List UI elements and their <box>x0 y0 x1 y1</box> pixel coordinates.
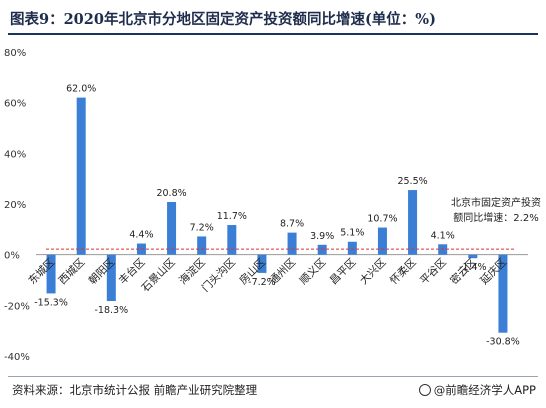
bar <box>468 254 478 259</box>
value-label: 62.0% <box>66 84 96 95</box>
bar <box>287 232 297 255</box>
value-label: -7.2% <box>248 277 276 288</box>
value-label: 25.5% <box>397 176 427 187</box>
bar <box>498 254 508 333</box>
bar <box>347 241 357 255</box>
value-label: 3.9% <box>310 231 334 242</box>
chart-title: 图表9：2020年北京市分地区固定资产投资额同比增速(单位：%) <box>10 11 436 28</box>
value-label: 4.4% <box>129 230 153 241</box>
value-label: -18.3% <box>95 305 129 316</box>
value-label: 10.7% <box>367 214 397 225</box>
bar <box>167 201 177 255</box>
value-label: 11.7% <box>217 211 247 222</box>
bar <box>106 254 116 302</box>
y-tick-label: 60% <box>4 99 26 110</box>
category-label: 顺义区 <box>298 256 329 287</box>
value-label: -1.4% <box>459 262 487 273</box>
y-tick-label: 40% <box>4 149 26 160</box>
brand-text: @前瞻经济学人APP <box>433 383 536 397</box>
category-label: 石景山区 <box>140 256 178 294</box>
value-label: 20.8% <box>156 188 186 199</box>
bar <box>317 244 327 255</box>
y-tick-label: 20% <box>4 200 26 211</box>
y-tick-label: 0% <box>4 251 20 262</box>
category-label: 门头沟区 <box>199 256 238 295</box>
category-label: 昌平区 <box>328 256 359 287</box>
value-label: -15.3% <box>34 297 68 308</box>
title-underline <box>8 33 538 35</box>
bar <box>257 254 267 273</box>
bars <box>46 97 508 333</box>
y-tick-label: -20% <box>4 301 30 312</box>
y-tick-label: 80% <box>4 48 26 59</box>
bar <box>408 190 418 255</box>
bar <box>377 227 387 255</box>
source-note: 资料来源：北京市统计公报 前瞻产业研究院整理 <box>12 383 258 397</box>
value-labels: -15.3% 62.0% -18.3% 4.4% 20.8% 7.2%11.7% -7.2%… <box>34 84 519 348</box>
value-label: 5.1% <box>340 228 364 239</box>
category-label: 大兴区 <box>357 256 388 287</box>
footer-divider <box>8 376 538 377</box>
bar <box>227 225 237 255</box>
category-label: 怀柔区 <box>388 256 419 287</box>
value-label: -30.8% <box>486 337 520 348</box>
reference-annotation: 北京市固定资产投资 额同比增速：2.2% <box>446 196 546 226</box>
annotation-line-2: 额同比增速：2.2% <box>446 211 546 226</box>
annotation-value: 2.2% <box>513 213 539 224</box>
bar <box>76 97 86 255</box>
brand-credit: @前瞻经济学人APP <box>418 382 536 398</box>
annotation-label: 额同比增速： <box>453 213 514 224</box>
y-tick-label: -40% <box>4 352 30 363</box>
bar <box>46 254 56 294</box>
value-label: 4.1% <box>431 230 455 241</box>
annotation-line-1: 北京市固定资产投资 <box>451 198 541 209</box>
value-label: 7.2% <box>190 222 214 233</box>
category-label: 平谷区 <box>418 256 449 287</box>
value-label: 8.7% <box>280 219 304 230</box>
bar <box>197 236 207 255</box>
brand-logo-icon <box>418 384 431 396</box>
category-label: 西城区 <box>57 256 88 287</box>
